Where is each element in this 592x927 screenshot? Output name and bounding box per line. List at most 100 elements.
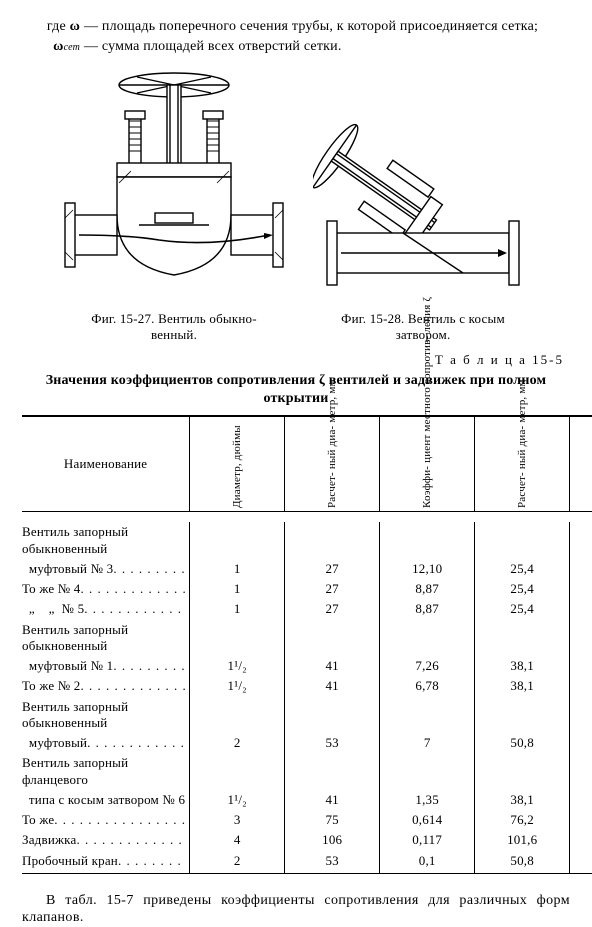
cell-c4: 38,1	[475, 656, 570, 676]
cell-c3: 6,78	[380, 676, 475, 696]
cell-c5	[570, 697, 592, 734]
cell-c5: 0,85	[570, 851, 592, 874]
table-row: Задвижка41060,117101,60,107	[22, 830, 592, 850]
table-row: То же № 21¹/₂416,7838,15,03	[22, 676, 592, 696]
table-header-row: Наименование Диаметр, дюймы Расчет- ный …	[22, 416, 592, 512]
table-row: Вентиль запорный обыкновенный	[22, 522, 592, 559]
cell-name: муфтовый № 1	[22, 656, 190, 676]
definition-row: ωсет — сумма площадей всех отверстий сет…	[22, 38, 570, 56]
cell-c1	[190, 753, 285, 790]
cell-c4: 38,1	[475, 676, 570, 696]
cell-c3: 0,614	[380, 810, 475, 830]
table-row: типа с косым затвором № 61¹/₂411,3538,11…	[22, 790, 592, 810]
cell-c2	[285, 697, 380, 734]
cell-c1: 2	[190, 851, 285, 874]
cell-c2	[285, 522, 380, 559]
cell-c3: 8,87	[380, 599, 475, 619]
cell-c3	[380, 620, 475, 657]
cell-c5: 6,95	[570, 599, 592, 619]
cell-c4	[475, 522, 570, 559]
cell-c4: 50,8	[475, 851, 570, 874]
cell-c2: 53	[285, 851, 380, 874]
cell-name: То же № 4	[22, 579, 190, 599]
cell-c2: 27	[285, 579, 380, 599]
cell-c1: 1	[190, 559, 285, 579]
cell-name: То же № 2	[22, 676, 190, 696]
cell-c2: 27	[285, 559, 380, 579]
cell-c2: 27	[285, 599, 380, 619]
cell-c1	[190, 522, 285, 559]
table-row: „ „ № 51278,8725,46,95	[22, 599, 592, 619]
cell-c5: 5,40	[570, 656, 592, 676]
cell-c2: 53	[285, 733, 380, 753]
cell-name: типа с косым затвором № 6	[22, 790, 190, 810]
cell-c1: 1¹/₂	[190, 656, 285, 676]
cell-name: Вентиль запорный обыкновенный	[22, 620, 190, 657]
table-row: То же № 41278,8725,46,95	[22, 579, 592, 599]
cell-c1: 3	[190, 810, 285, 830]
cell-c5: 1,00	[570, 790, 592, 810]
table-row: Вентиль запорный обыкновенный	[22, 697, 592, 734]
cell-c5	[570, 753, 592, 790]
cell-c4	[475, 620, 570, 657]
table-row: муфтовый № 312712,1025,49,50	[22, 559, 592, 579]
footer-paragraph: В табл. 15-7 приведены коэффициенты сопр…	[22, 892, 570, 927]
col-calc-dia-mm-2: Расчет- ный диа- метр, мм	[475, 416, 570, 512]
definitions: где ω — площадь поперечного сечения труб…	[22, 18, 570, 55]
cell-c5: 5,03	[570, 676, 592, 696]
table-row: муфтовый253750,85,95	[22, 733, 592, 753]
cell-name: „ „ № 5	[22, 599, 190, 619]
cell-c5: 0,604	[570, 810, 592, 830]
col-calc-dia-mm-1: Расчет- ный диа- метр, мм	[285, 416, 380, 512]
cell-c2	[285, 620, 380, 657]
cell-c2: 106	[285, 830, 380, 850]
table-row: Пробочный кран2530,150,80,85	[22, 851, 592, 874]
coefficients-table: Наименование Диаметр, дюймы Расчет- ный …	[22, 415, 592, 874]
cell-name: То же	[22, 810, 190, 830]
table-body: Вентиль запорный обыкновенный муфтовый №…	[22, 512, 592, 874]
definition-symbol: ωсет	[22, 38, 84, 56]
cell-name: Вентиль запорный обыкновенный	[22, 522, 190, 559]
cell-c5	[570, 620, 592, 657]
definition-row: где ω — площадь поперечного сечения труб…	[22, 18, 570, 36]
cell-c4: 76,2	[475, 810, 570, 830]
cell-c2: 41	[285, 790, 380, 810]
table-title: Значения коэффициентов сопротивления ζ в…	[42, 372, 550, 407]
col-name: Наименование	[22, 416, 190, 512]
cell-c5: 5,95	[570, 733, 592, 753]
cell-c4: 38,1	[475, 790, 570, 810]
cell-c3: 12,10	[380, 559, 475, 579]
cell-c5: 0,107	[570, 830, 592, 850]
cell-c1: 1	[190, 579, 285, 599]
table-row: Вентиль запорный фланцевого	[22, 753, 592, 790]
definition-text: — площадь поперечного сечения трубы, к к…	[84, 18, 570, 36]
cell-c1	[190, 620, 285, 657]
figures-row: Фиг. 15-27. Вентиль обыкно- венный.	[22, 65, 570, 342]
definition-text: — сумма площадей всех отверстий сетки.	[84, 38, 570, 56]
cell-c4: 25,4	[475, 579, 570, 599]
cell-c4: 50,8	[475, 733, 570, 753]
cell-c1: 1	[190, 599, 285, 619]
cell-c1	[190, 697, 285, 734]
cell-c3	[380, 522, 475, 559]
valve-drawing-icon	[59, 65, 289, 305]
table-row: То же3750,61476,20,604	[22, 810, 592, 830]
cell-c5: 9,50	[570, 559, 592, 579]
cell-c3: 8,87	[380, 579, 475, 599]
figure-15-27: Фиг. 15-27. Вентиль обыкно- венный.	[59, 65, 289, 342]
cell-c2: 41	[285, 656, 380, 676]
cell-c2: 75	[285, 810, 380, 830]
cell-c2	[285, 753, 380, 790]
angle-valve-drawing-icon	[313, 65, 533, 305]
cell-c5: 6,95	[570, 579, 592, 599]
cell-c3: 7	[380, 733, 475, 753]
table-row: Вентиль запорный обыкновенный	[22, 620, 592, 657]
cell-name: Задвижка	[22, 830, 190, 850]
table-row: муфтовый № 11¹/₂417,2638,15,40	[22, 656, 592, 676]
cell-c3: 0,1	[380, 851, 475, 874]
cell-c1: 1¹/₂	[190, 676, 285, 696]
cell-c4	[475, 753, 570, 790]
cell-c3: 0,117	[380, 830, 475, 850]
cell-name: Пробочный кран	[22, 851, 190, 874]
cell-c4: 101,6	[475, 830, 570, 850]
